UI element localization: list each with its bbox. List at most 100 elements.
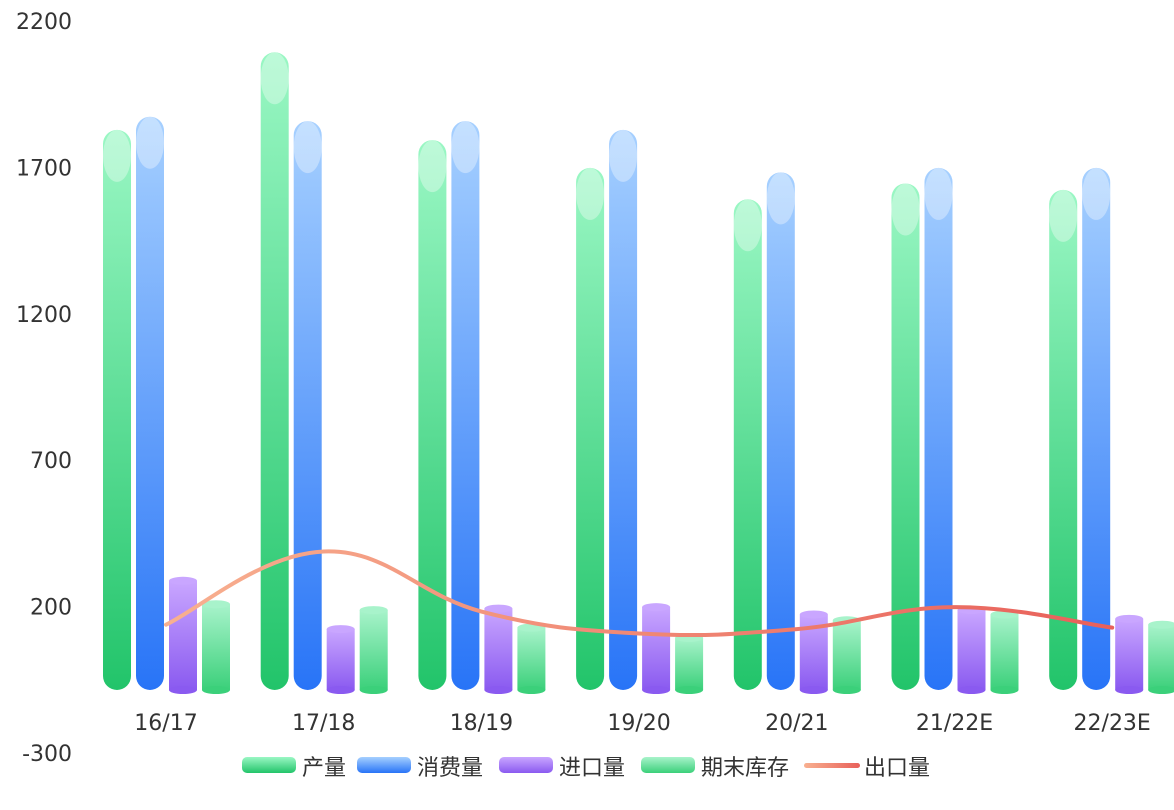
legend-swatch [499, 757, 553, 773]
bar-base [360, 686, 388, 694]
bar-cap [734, 199, 762, 251]
bar-cap [576, 168, 604, 220]
bar-base [1115, 686, 1143, 694]
legend-label: 期末库存 [701, 756, 789, 781]
bar-cap [800, 610, 828, 618]
legend-item[interactable]: 产量 [242, 756, 346, 781]
bar-body [1049, 190, 1077, 690]
bar-body [517, 628, 545, 690]
bar [1082, 168, 1110, 690]
y-tick-label: 700 [30, 449, 72, 474]
bar-body [484, 609, 512, 690]
legend-label: 出口量 [864, 756, 930, 781]
bar [991, 610, 1019, 694]
bar-base [517, 686, 545, 694]
bar-body [925, 168, 953, 690]
bar-body [1115, 619, 1143, 690]
bar-cap [892, 183, 920, 235]
bar-cap [418, 140, 446, 192]
bar-cap [767, 172, 795, 224]
bar [1049, 190, 1077, 690]
bar-body [136, 117, 164, 690]
bar-body [327, 629, 355, 690]
bar-cap [642, 603, 670, 611]
bar [833, 616, 861, 694]
bar-base [800, 686, 828, 694]
y-tick-label: 2200 [16, 10, 72, 35]
bar-body [169, 581, 197, 690]
bar [103, 130, 131, 690]
x-tick-label: 20/21 [765, 711, 828, 736]
bar [169, 577, 197, 694]
bar-cap [1082, 168, 1110, 220]
bar [261, 52, 289, 690]
y-tick-label: 200 [30, 596, 72, 621]
bars-layer [103, 52, 1174, 694]
bar-body [675, 638, 703, 690]
legend-swatch [804, 763, 860, 768]
bar [418, 140, 446, 690]
legend-label: 消费量 [417, 756, 483, 781]
bar [327, 625, 355, 694]
legend-label: 进口量 [559, 756, 625, 781]
legend-item[interactable]: 进口量 [499, 756, 625, 781]
bar [642, 603, 670, 694]
legend[interactable]: 产量 消费量 进口量 期末库存 出口量 [242, 756, 930, 781]
bar-base [642, 686, 670, 694]
legend-swatch [641, 757, 695, 773]
bar-body [1082, 168, 1110, 690]
bar-cap [360, 606, 388, 614]
legend-item[interactable]: 期末库存 [641, 756, 789, 781]
bar [925, 168, 953, 690]
legend-swatch [357, 757, 411, 773]
bar-base [202, 686, 230, 694]
bar-base [991, 686, 1019, 694]
bar-body [991, 614, 1019, 690]
x-tick-label: 16/17 [134, 711, 197, 736]
bar-body [734, 199, 762, 690]
bar-body [1148, 625, 1174, 690]
bar [734, 199, 762, 690]
bar-base [833, 686, 861, 694]
bar-body [576, 168, 604, 690]
y-tick-label: 1200 [16, 303, 72, 328]
bar [958, 606, 986, 694]
bar [609, 130, 637, 690]
y-tick-label: -300 [22, 742, 72, 767]
bar [136, 117, 164, 690]
bar-body [202, 604, 230, 690]
bar [202, 600, 230, 694]
bar-cap [103, 130, 131, 182]
bar-cap [1049, 190, 1077, 242]
bar-base [484, 686, 512, 694]
bar-cap [1115, 615, 1143, 623]
x-tick-label: 22/23E [1074, 711, 1151, 736]
bar-cap [169, 577, 197, 585]
x-tick-label: 17/18 [292, 711, 355, 736]
bar-body [609, 130, 637, 690]
bar [767, 172, 795, 690]
x-tick-label: 19/20 [607, 711, 670, 736]
bar-body [958, 610, 986, 690]
bar-body [360, 610, 388, 690]
bar-body [767, 172, 795, 690]
bar [294, 121, 322, 690]
bar-body [103, 130, 131, 690]
bar [576, 168, 604, 690]
bar-cap [451, 121, 479, 173]
bar-body [642, 607, 670, 690]
bar [675, 634, 703, 694]
legend-swatch [242, 757, 296, 773]
bar [1115, 615, 1143, 694]
bar [800, 610, 828, 694]
bar [1148, 621, 1174, 694]
legend-item[interactable]: 消费量 [357, 756, 483, 781]
bar-body [294, 121, 322, 690]
bar-cap [609, 130, 637, 182]
legend-label: 产量 [302, 756, 346, 781]
bar-base [675, 686, 703, 694]
legend-item[interactable]: 出口量 [804, 756, 930, 781]
